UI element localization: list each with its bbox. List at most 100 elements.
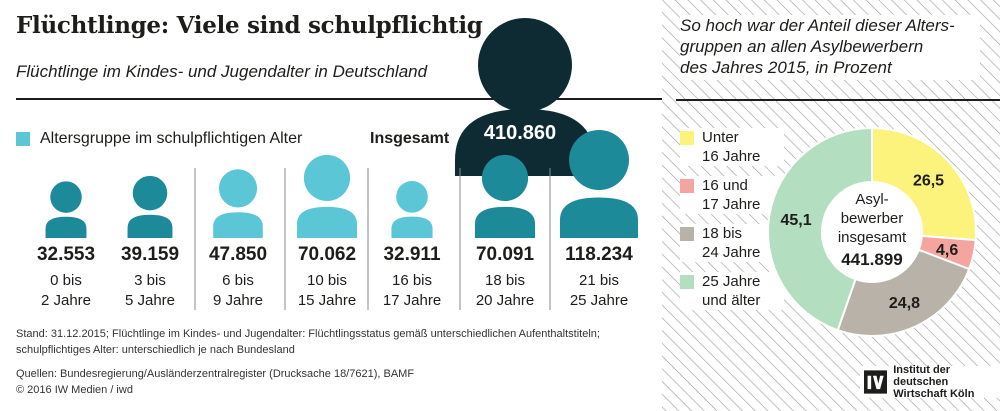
page-subtitle: Flüchtlinge im Kindes- und Jugendalter i… (16, 62, 428, 81)
column-age-range: 16 bis 17 Jahre (370, 271, 454, 311)
age-range-line: 17 Jahre (382, 292, 442, 309)
pie-legend-line: 16 und (702, 177, 748, 194)
person-icon (474, 154, 536, 238)
pie-slice (871, 126, 977, 242)
pie-legend-line: 25 Jahre (702, 273, 761, 290)
pie-title-line: So hoch war der Anteil dieser Alters- (680, 16, 955, 35)
pie-chart: 26,5 4,6 24,8 45,1 (767, 126, 977, 337)
pie-legend-line: und älter (702, 292, 761, 309)
age-range-line: 25 Jahre (569, 292, 629, 309)
total-label: Insgesamt (370, 130, 450, 147)
pie-legend-swatch (680, 179, 694, 193)
pie-center-label: Asyl- bewerber insgesamt (822, 190, 922, 247)
person-icon (45, 181, 87, 238)
person-body (474, 206, 536, 238)
age-range-line: 18 bis (484, 272, 526, 289)
pie-legend-swatch (680, 275, 694, 289)
pie-legend-label: 18 bis 24 Jahre (702, 224, 784, 262)
pie-legend-item: 25 Jahre und älter (680, 272, 784, 310)
pie-center-line: Asyl- (855, 191, 889, 208)
pie-legend-item: 16 und 17 Jahre (680, 176, 784, 214)
pie-divider (676, 99, 1000, 101)
pie-slice (767, 126, 873, 332)
person-head (50, 181, 82, 213)
person-body (560, 197, 638, 238)
pie-slice-label: 24,8 (889, 295, 920, 312)
column-age-range: 18 bis 20 Jahre (463, 271, 547, 311)
person-head (218, 169, 258, 208)
column-value: 32.553 (36, 244, 96, 265)
iw-logo: Institut der deutschen Wirtschaft Köln (860, 364, 1000, 400)
sources-line: Quellen: Bundesregierung/Ausländerzentra… (16, 368, 415, 380)
pie-legend-swatch (680, 131, 694, 145)
column-value: 70.091 (475, 244, 535, 265)
column-age-range: 3 bis 5 Jahre (108, 271, 192, 311)
person-icon (560, 130, 638, 238)
pie-title-line: des Jahres 2015, in Prozent (680, 58, 892, 77)
age-range-line: 20 Jahre (475, 292, 535, 309)
total-figure (455, 18, 595, 176)
pie-center (823, 183, 921, 281)
age-range-line: 10 bis (306, 272, 348, 289)
person-icon (391, 181, 433, 238)
pie-legend-swatch (680, 227, 694, 241)
pie-legend-item: Unter 16 Jahre (680, 128, 784, 166)
pie-center-line: bewerber (840, 210, 904, 227)
pie-center-value: 441.899 (841, 250, 903, 269)
title-divider (16, 98, 662, 100)
pie-legend-line: 24 Jahre (702, 244, 761, 261)
age-range-line: 0 bis (50, 272, 82, 289)
legend-label: Altersgruppe im schulpflichtigen Alter (40, 130, 303, 147)
iw-logo-icon (864, 370, 888, 394)
footnote: Stand: 31.12.2015; Flüchtlinge im Kindes… (16, 328, 600, 356)
age-range-line: 21 bis (578, 272, 620, 289)
page-title: Flüchtlinge: Viele sind schulpflichtig (16, 12, 483, 39)
pie-legend-line: 17 Jahre (702, 196, 761, 213)
person-body (127, 214, 173, 238)
age-range-line: 15 Jahre (297, 292, 357, 309)
pie-slice-label: 4,6 (936, 242, 958, 259)
total-figure-body (455, 109, 595, 176)
person-body (296, 206, 358, 238)
pie-slice (836, 248, 971, 337)
age-range-line: 5 Jahre (124, 292, 176, 309)
copyright-line: © 2016 IW Medien / iwd (16, 384, 133, 396)
logo-line: Institut der deutschen (893, 364, 951, 388)
person-head (396, 181, 428, 213)
column-age-range: 0 bis 2 Jahre (24, 271, 108, 311)
right-panel: So hoch war der Anteil dieser Alters- gr… (662, 0, 1000, 411)
column-age-range: 10 bis 15 Jahre (285, 271, 369, 311)
age-range-line: 16 bis (391, 272, 433, 289)
age-range-line: 2 Jahre (40, 292, 92, 309)
person-icon (296, 154, 358, 238)
total-figure-head (478, 18, 572, 112)
left-panel: Flüchtlinge: Viele sind schulpflichtig F… (16, 12, 662, 398)
column-age-range: 21 bis 25 Jahre (557, 271, 641, 311)
pie-legend-line: 16 Jahre (702, 148, 761, 165)
logo-text: Institut der deutschen Wirtschaft Köln (893, 364, 996, 400)
legend-swatch-school-age (16, 132, 30, 146)
pie-center-line: insgesamt (837, 229, 907, 246)
legend: Altersgruppe im schulpflichtigen Alter (16, 130, 302, 148)
pie-legend-label: 25 Jahre und älter (702, 272, 784, 310)
column-age-range: 6 bis 9 Jahre (196, 271, 280, 311)
column-value: 47.850 (208, 244, 268, 265)
person-head (481, 154, 529, 202)
column-value: 70.062 (297, 244, 357, 265)
sources: Quellen: Bundesregierung/Ausländerzentra… (16, 366, 656, 398)
column-value: 118.234 (565, 244, 633, 265)
age-range-line: 3 bis (134, 272, 166, 289)
pie-legend-line: 18 bis (702, 225, 743, 242)
person-head (303, 154, 351, 202)
age-range-line: 9 Jahre (212, 292, 264, 309)
person-head (569, 130, 629, 190)
person-icon (127, 175, 173, 238)
pie-slice-label: 45,1 (781, 212, 812, 229)
pie-legend-item: 18 bis 24 Jahre (680, 224, 784, 262)
pie-title-line: gruppen an allen Asylbewerbern (680, 37, 924, 56)
age-range-line: 6 bis (222, 272, 254, 289)
person-icon (213, 169, 263, 238)
person-body (213, 212, 263, 238)
people-chart (45, 18, 638, 310)
column-value: 32.911 (383, 244, 441, 265)
